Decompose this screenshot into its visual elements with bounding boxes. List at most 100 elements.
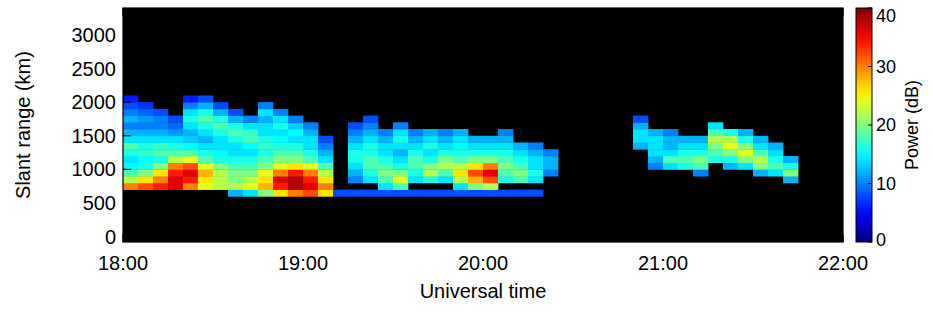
cell bbox=[228, 183, 243, 190]
y-tick bbox=[123, 169, 131, 170]
cell bbox=[243, 156, 258, 163]
cell bbox=[528, 176, 543, 183]
cell bbox=[303, 136, 318, 143]
y-tick bbox=[835, 102, 843, 103]
cell bbox=[288, 149, 303, 156]
cell bbox=[198, 95, 213, 102]
cell bbox=[318, 176, 333, 183]
cell bbox=[243, 129, 258, 136]
cell bbox=[438, 129, 453, 136]
cell bbox=[258, 183, 273, 190]
cell bbox=[168, 169, 183, 176]
cell bbox=[273, 129, 288, 136]
cell bbox=[483, 183, 498, 190]
cell bbox=[528, 163, 543, 170]
cell bbox=[243, 122, 258, 129]
cell bbox=[168, 129, 183, 136]
cell bbox=[273, 109, 288, 116]
cell bbox=[348, 149, 363, 156]
cell bbox=[288, 116, 303, 123]
cell bbox=[408, 176, 423, 183]
cell bbox=[123, 142, 138, 149]
cell bbox=[753, 156, 768, 163]
cell bbox=[693, 169, 708, 176]
colorbar-tick bbox=[868, 8, 872, 9]
cell bbox=[363, 116, 378, 123]
cell bbox=[213, 163, 228, 170]
cell bbox=[453, 142, 468, 149]
cell bbox=[348, 142, 363, 149]
cell bbox=[378, 169, 393, 176]
cell bbox=[423, 169, 438, 176]
cell bbox=[243, 169, 258, 176]
cell bbox=[393, 176, 408, 183]
cell bbox=[498, 163, 513, 170]
cell bbox=[348, 163, 363, 170]
cell bbox=[498, 190, 513, 197]
cell bbox=[318, 142, 333, 149]
cell bbox=[648, 129, 663, 136]
x-axis-title: Universal time bbox=[420, 280, 547, 302]
cell bbox=[528, 149, 543, 156]
cell bbox=[693, 163, 708, 170]
cell bbox=[483, 136, 498, 143]
cell bbox=[738, 149, 753, 156]
cell bbox=[423, 163, 438, 170]
cell bbox=[123, 122, 138, 129]
cell bbox=[528, 169, 543, 176]
cell bbox=[123, 156, 138, 163]
cell bbox=[183, 109, 198, 116]
cell bbox=[198, 176, 213, 183]
cell bbox=[273, 142, 288, 149]
cell bbox=[288, 183, 303, 190]
cell bbox=[528, 156, 543, 163]
cell bbox=[423, 129, 438, 136]
cell bbox=[168, 142, 183, 149]
cell bbox=[138, 169, 153, 176]
cell bbox=[423, 136, 438, 143]
y-tick-label: 3000 bbox=[72, 24, 117, 46]
cell bbox=[348, 122, 363, 129]
cell bbox=[393, 190, 408, 197]
cell bbox=[123, 169, 138, 176]
x-tick bbox=[482, 8, 483, 16]
cell bbox=[243, 190, 258, 197]
cell bbox=[168, 156, 183, 163]
cell bbox=[228, 142, 243, 149]
cell bbox=[438, 149, 453, 156]
cell bbox=[258, 163, 273, 170]
cell bbox=[393, 156, 408, 163]
cell bbox=[753, 149, 768, 156]
cell bbox=[153, 149, 168, 156]
y-tick bbox=[835, 34, 843, 35]
cell bbox=[183, 183, 198, 190]
cell bbox=[228, 176, 243, 183]
y-tick-label: 2000 bbox=[72, 91, 117, 113]
cell bbox=[303, 190, 318, 197]
cell bbox=[468, 136, 483, 143]
cell bbox=[213, 142, 228, 149]
cell bbox=[753, 169, 768, 176]
cell bbox=[468, 183, 483, 190]
x-tick-label: 19:00 bbox=[278, 252, 328, 274]
cell bbox=[288, 136, 303, 143]
cell bbox=[513, 190, 528, 197]
cell bbox=[348, 190, 363, 197]
cell bbox=[738, 163, 753, 170]
x-tick-label: 22:00 bbox=[818, 252, 868, 274]
cell bbox=[393, 149, 408, 156]
cell bbox=[243, 142, 258, 149]
cell bbox=[183, 95, 198, 102]
cell bbox=[408, 129, 423, 136]
cell bbox=[168, 122, 183, 129]
cell bbox=[273, 169, 288, 176]
cell bbox=[198, 122, 213, 129]
cell bbox=[123, 136, 138, 143]
cell bbox=[723, 136, 738, 143]
y-tick bbox=[123, 34, 131, 35]
cell bbox=[408, 190, 423, 197]
cell bbox=[153, 109, 168, 116]
cell bbox=[363, 163, 378, 170]
cell bbox=[513, 176, 528, 183]
cell bbox=[378, 176, 393, 183]
